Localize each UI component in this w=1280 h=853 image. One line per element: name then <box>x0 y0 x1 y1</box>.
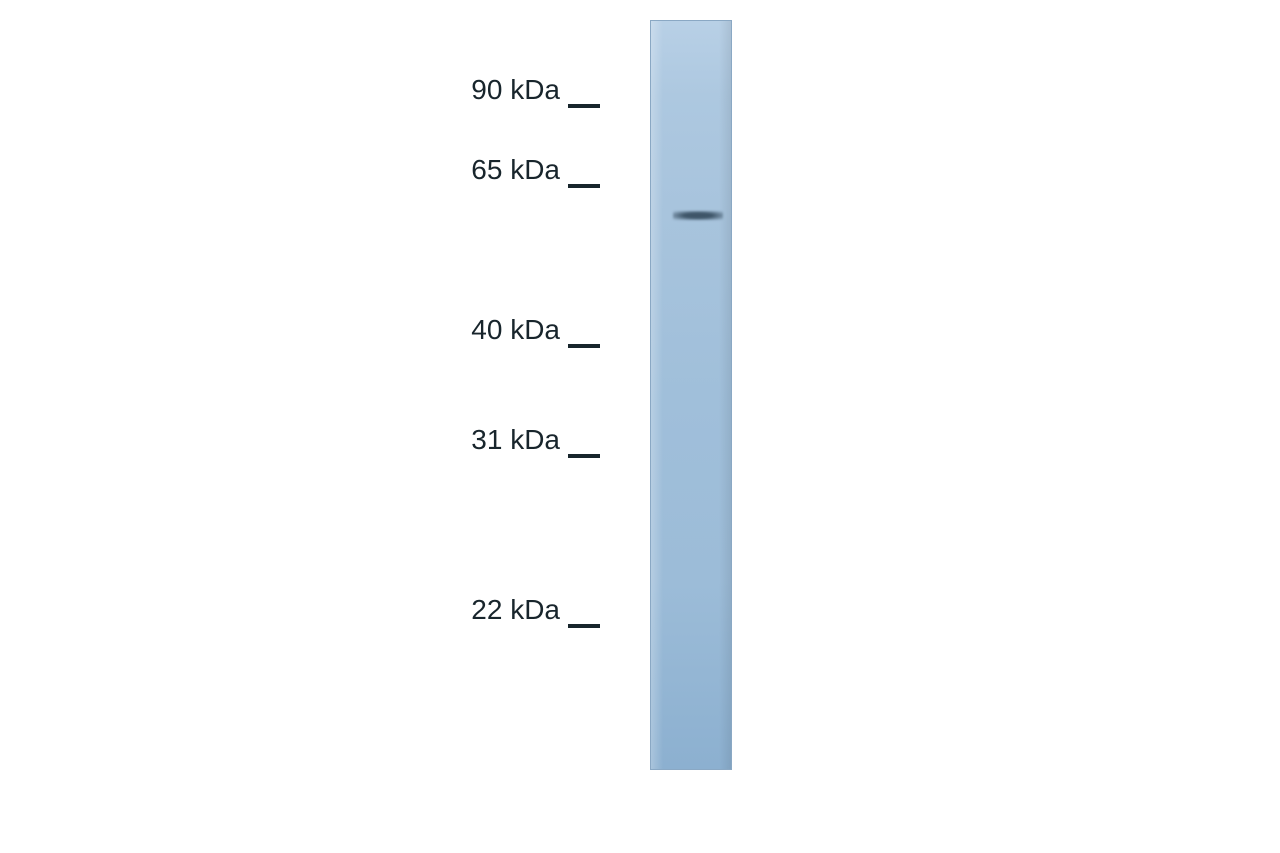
ladder-tick <box>568 184 600 188</box>
ladder-tick <box>568 344 600 348</box>
ladder-tick <box>568 624 600 628</box>
ladder-label: 65 kDa <box>430 154 560 186</box>
ladder-tick <box>568 454 600 458</box>
blot-lane <box>650 20 732 770</box>
protein-band <box>673 211 723 220</box>
western-blot: 90 kDa 65 kDa 40 kDa 31 kDa 22 kDa <box>430 20 790 780</box>
lane-noise <box>651 21 731 769</box>
ladder-label: 31 kDa <box>430 424 560 456</box>
ladder-label: 90 kDa <box>430 74 560 106</box>
ladder-label: 22 kDa <box>430 594 560 626</box>
molecular-weight-ladder: 90 kDa 65 kDa 40 kDa 31 kDa 22 kDa <box>430 20 600 780</box>
ladder-tick <box>568 104 600 108</box>
ladder-label: 40 kDa <box>430 314 560 346</box>
